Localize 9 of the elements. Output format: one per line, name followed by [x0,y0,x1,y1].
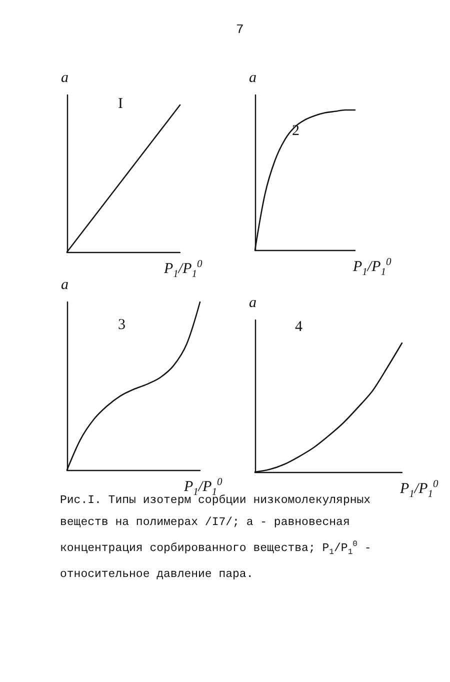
y-axis-title: a [249,295,256,311]
y-axis-title: a [249,70,256,86]
y-axis-title: a [61,277,68,293]
y-axis-title: a [61,70,68,86]
text: 2 [292,123,300,139]
text: 3 [118,317,126,333]
text: 7 [236,22,244,37]
chart-title: I [118,96,123,112]
chart-title: 4 [295,319,302,335]
